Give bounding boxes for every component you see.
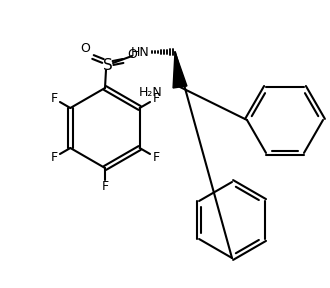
- Text: F: F: [50, 151, 57, 164]
- Text: HN: HN: [131, 46, 149, 58]
- Text: S: S: [103, 58, 113, 73]
- Text: F: F: [101, 181, 109, 194]
- Text: H₂N: H₂N: [138, 86, 162, 99]
- Polygon shape: [173, 52, 187, 88]
- Text: F: F: [152, 151, 160, 164]
- Text: O: O: [127, 48, 137, 62]
- Text: F: F: [152, 92, 160, 105]
- Text: F: F: [50, 92, 57, 105]
- Text: O: O: [80, 43, 90, 56]
